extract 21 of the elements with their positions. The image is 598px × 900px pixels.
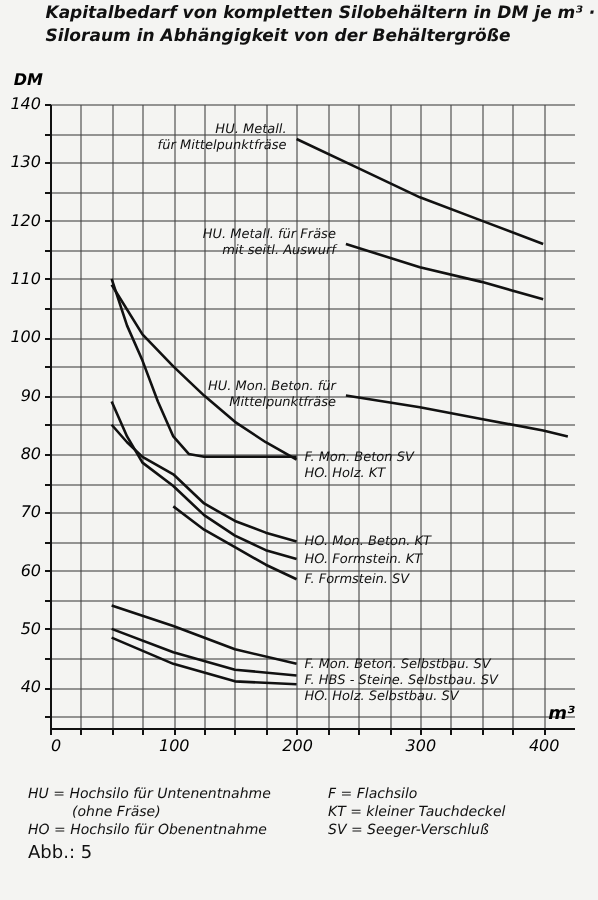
- y-tick-label: 100: [10, 328, 41, 347]
- x-axis-title: m³: [548, 705, 576, 725]
- y-tick-label: 140: [10, 95, 41, 113]
- y-tick-label: 60: [20, 561, 41, 580]
- y-tick-label: 130: [10, 153, 41, 172]
- y-tick-label: 70: [20, 503, 41, 522]
- x-tick-label: 100: [159, 737, 190, 755]
- y-tick-label: 40: [20, 678, 41, 697]
- x-tick-label: 300: [405, 737, 437, 755]
- y-tick-label: 90: [20, 386, 41, 405]
- y-axis-title: DM: [13, 71, 44, 89]
- chart-title: Kapitalbedarf von kompletten Silobehältern in DM je m³ ·: [45, 4, 596, 24]
- x-tick-label: 200: [282, 737, 313, 755]
- y-tick-label: 50: [20, 619, 41, 638]
- chart-subtitle: Siloraum in Abhängigkeit von der Behältergröße: [45, 27, 511, 47]
- y-tick-label: 120: [10, 211, 41, 230]
- y-tick-label: 110: [10, 269, 41, 288]
- x-tick-label: 400: [528, 737, 560, 755]
- text: Abb.: 5: [28, 844, 95, 864]
- x-tick-label: 0: [51, 737, 62, 755]
- y-tick-label: 80: [20, 444, 41, 463]
